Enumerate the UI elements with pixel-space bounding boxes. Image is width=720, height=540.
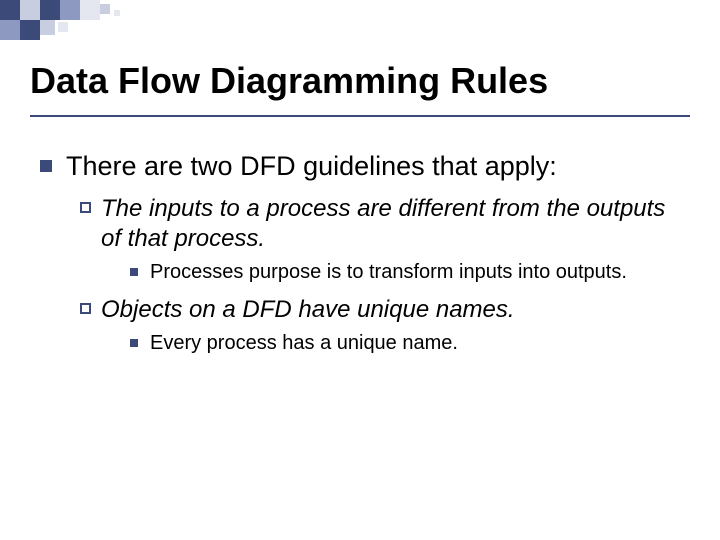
bullet-level-2: Objects on a DFD have unique names. xyxy=(80,295,680,325)
square-bullet-filled-icon xyxy=(40,160,52,172)
deco-box xyxy=(40,0,60,20)
deco-box xyxy=(58,22,68,32)
deco-box xyxy=(80,0,100,20)
bullet-level-3: Processes purpose is to transform inputs… xyxy=(130,260,680,285)
deco-box xyxy=(20,0,40,20)
square-bullet-small-icon xyxy=(130,268,138,276)
deco-box xyxy=(60,0,80,20)
corner-decoration xyxy=(0,0,140,50)
bullet-level-1: There are two DFD guidelines that apply: xyxy=(40,150,680,184)
square-bullet-outline-icon xyxy=(80,303,91,314)
title-underline xyxy=(30,115,690,117)
l3a-text: Processes purpose is to transform inputs… xyxy=(150,260,627,285)
l1-text: There are two DFD guidelines that apply: xyxy=(66,150,557,184)
l2b-text: Objects on a DFD have unique names. xyxy=(101,295,515,325)
l2a-text: The inputs to a process are different fr… xyxy=(101,194,680,254)
slide-body: There are two DFD guidelines that apply:… xyxy=(40,150,680,366)
square-bullet-outline-icon xyxy=(80,202,91,213)
deco-box xyxy=(100,4,110,14)
slide-title: Data Flow Diagramming Rules xyxy=(30,60,548,102)
deco-box xyxy=(114,10,120,16)
bullet-level-2: The inputs to a process are different fr… xyxy=(80,194,680,254)
l3b-text: Every process has a unique name. xyxy=(150,331,458,356)
deco-box xyxy=(0,0,20,20)
deco-box xyxy=(0,20,20,40)
deco-box xyxy=(20,20,40,40)
bullet-level-3: Every process has a unique name. xyxy=(130,331,680,356)
deco-box xyxy=(40,20,55,35)
square-bullet-small-icon xyxy=(130,339,138,347)
